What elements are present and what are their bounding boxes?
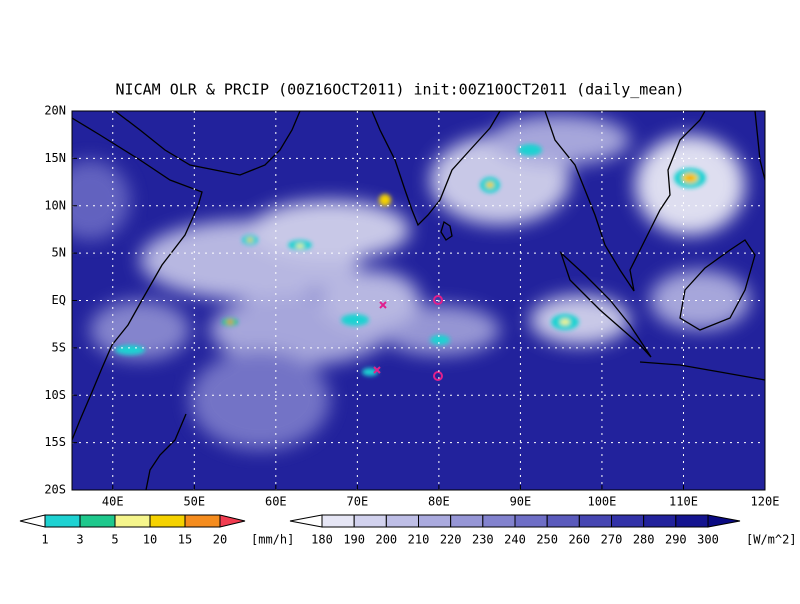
colorbar-swatch <box>578 514 612 528</box>
lat-label: 20N <box>44 104 66 118</box>
lat-label: 15S <box>44 435 66 449</box>
colorbar-swatch <box>611 514 645 528</box>
colorbar-swatch <box>79 514 116 528</box>
map-title: NICAM OLR & PRCIP (00Z16OCT2011) init:00… <box>116 81 685 99</box>
colorbar-label: 10 <box>143 533 157 547</box>
colorbar-swatch <box>418 514 452 528</box>
colorbar-label: 220 <box>440 533 462 547</box>
colorbar-label: 1 <box>41 533 48 547</box>
colorbar-swatch <box>114 514 151 528</box>
colorbar-swatch <box>385 514 419 528</box>
colorbar-swatch <box>353 514 387 528</box>
lat-label: 15N <box>44 151 66 165</box>
colorbar-label: 210 <box>408 533 430 547</box>
colorbar-swatch <box>514 514 548 528</box>
colorbar-label: 240 <box>504 533 526 547</box>
lat-label: 5N <box>52 246 66 260</box>
colorbar-swatch <box>546 514 580 528</box>
lat-label: 20S <box>44 483 66 497</box>
colorbar-label: 300 <box>697 533 719 547</box>
colorbar-swatch <box>44 514 81 528</box>
lon-label: 90E <box>510 495 532 509</box>
colorbar-label: 200 <box>375 533 397 547</box>
colorbar-label: 190 <box>343 533 365 547</box>
lon-label: 50E <box>183 495 205 509</box>
colorbar-label: 250 <box>536 533 558 547</box>
lat-label: 5S <box>52 340 66 354</box>
colorbar-swatch <box>450 514 484 528</box>
lat-label: 10N <box>44 198 66 212</box>
lon-label: 100E <box>587 495 616 509</box>
lon-label: 60E <box>265 495 287 509</box>
colorbar-label: 290 <box>665 533 687 547</box>
colorbar-swatch <box>707 514 741 528</box>
lon-label: 80E <box>428 495 450 509</box>
colorbar-swatch <box>321 514 355 528</box>
colorbar-swatch <box>289 514 323 528</box>
colorbar-swatch <box>675 514 709 528</box>
colorbar-label: 270 <box>601 533 623 547</box>
map-field <box>72 111 765 490</box>
colorbar-swatch <box>149 514 186 528</box>
colorbar-swatch <box>19 514 46 528</box>
colorbar-label: 230 <box>472 533 494 547</box>
colorbar-swatch <box>184 514 221 528</box>
lon-label: 40E <box>102 495 124 509</box>
lat-label: 10S <box>44 388 66 402</box>
lon-label: 120E <box>751 495 780 509</box>
lat-label: EQ <box>52 293 66 307</box>
colorbar-label: 3 <box>76 533 83 547</box>
colorbar-label: 280 <box>633 533 655 547</box>
colorbar-unit: [mm/h] <box>251 533 294 547</box>
colorbar-label: 180 <box>311 533 333 547</box>
colorbar-swatch <box>219 514 246 528</box>
colorbar-unit: [W/m^2] <box>746 533 797 547</box>
colorbar-swatch <box>482 514 516 528</box>
colorbar-label: 20 <box>213 533 227 547</box>
colorbar-swatch <box>643 514 677 528</box>
colorbar-label: 260 <box>568 533 590 547</box>
colorbar-label: 15 <box>178 533 192 547</box>
lon-label: 110E <box>669 495 698 509</box>
lon-label: 70E <box>347 495 369 509</box>
colorbar-label: 5 <box>111 533 118 547</box>
